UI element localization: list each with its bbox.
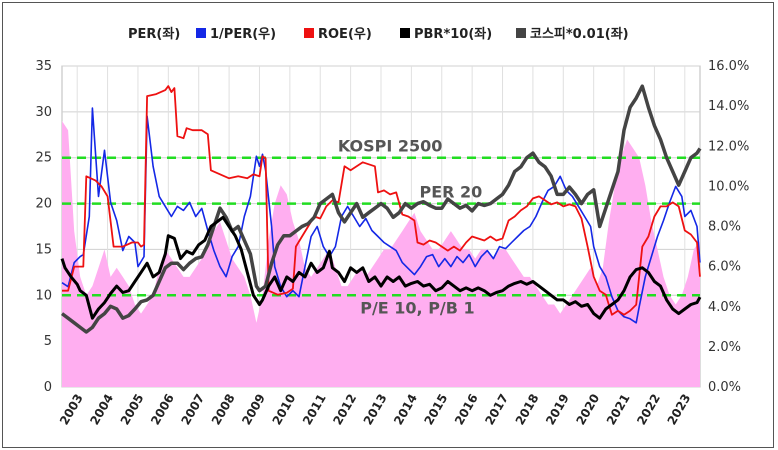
x-tick-label: 2022 bbox=[634, 392, 663, 428]
x-tick-label: 2017 bbox=[482, 392, 511, 428]
legend-swatch bbox=[400, 28, 410, 38]
left-tick-label: 5 bbox=[44, 334, 52, 349]
legend-label: PER(좌) bbox=[128, 26, 180, 42]
reference-label: P/E 10, P/B 1 bbox=[360, 298, 474, 317]
right-tick-label: 8.0% bbox=[708, 220, 741, 235]
right-tick-label: 0.0% bbox=[708, 380, 741, 395]
right-tick-label: 10.0% bbox=[708, 179, 749, 194]
left-tick-label: 25 bbox=[35, 151, 52, 166]
x-tick-label: 2011 bbox=[300, 392, 329, 428]
series-line-inverse-per bbox=[61, 107, 701, 324]
x-tick-label: 2004 bbox=[87, 392, 116, 428]
left-tick-label: 20 bbox=[35, 197, 52, 212]
right-tick-label: 14.0% bbox=[708, 99, 749, 114]
legend-label: 코스피*0.01(좌) bbox=[530, 26, 629, 42]
x-tick-label: 2020 bbox=[573, 392, 602, 428]
series-line-pbr bbox=[60, 215, 702, 320]
legend-swatch bbox=[516, 28, 526, 38]
right-tick-label: 12.0% bbox=[708, 139, 749, 154]
x-tick-label: 2006 bbox=[148, 392, 177, 428]
x-tick-label: 2010 bbox=[270, 392, 299, 428]
x-tick-label: 2021 bbox=[604, 392, 633, 428]
x-tick-label: 2013 bbox=[361, 392, 390, 428]
legend-swatch bbox=[196, 28, 206, 38]
legend-label: PBR*10(좌) bbox=[414, 26, 492, 42]
x-tick-label: 2008 bbox=[209, 392, 238, 428]
right-tick-label: 6.0% bbox=[708, 260, 741, 275]
legend-swatch bbox=[304, 28, 314, 38]
left-tick-label: 0 bbox=[44, 380, 52, 395]
reference-label: PER 20 bbox=[419, 183, 482, 202]
x-tick-label: 2014 bbox=[391, 392, 420, 428]
series-line-kospi bbox=[60, 84, 702, 334]
x-tick-label: 2019 bbox=[543, 392, 572, 428]
legend-label: 1/PER(우) bbox=[210, 27, 276, 42]
reference-label: KOSPI 2500 bbox=[338, 137, 443, 156]
legend-label: ROE(우) bbox=[318, 27, 372, 42]
x-tick-label: 2003 bbox=[57, 392, 86, 428]
left-tick-label: 15 bbox=[35, 242, 52, 257]
x-tick-label: 2005 bbox=[118, 392, 147, 428]
left-tick-label: 35 bbox=[35, 59, 52, 74]
left-tick-label: 30 bbox=[35, 105, 52, 120]
x-tick-label: 2007 bbox=[178, 392, 207, 428]
left-tick-label: 10 bbox=[35, 288, 52, 303]
x-tick-label: 2009 bbox=[239, 392, 268, 428]
series-line-roe bbox=[62, 85, 701, 316]
right-tick-label: 2.0% bbox=[708, 340, 741, 355]
x-tick-label: 2012 bbox=[330, 392, 359, 428]
right-tick-label: 16.0% bbox=[708, 59, 749, 74]
x-tick-label: 2016 bbox=[452, 392, 481, 428]
series-area-per bbox=[62, 121, 700, 387]
right-tick-label: 4.0% bbox=[708, 300, 741, 315]
x-tick-label: 2015 bbox=[422, 392, 451, 428]
x-tick-label: 2023 bbox=[665, 392, 694, 428]
x-tick-label: 2018 bbox=[513, 392, 542, 428]
